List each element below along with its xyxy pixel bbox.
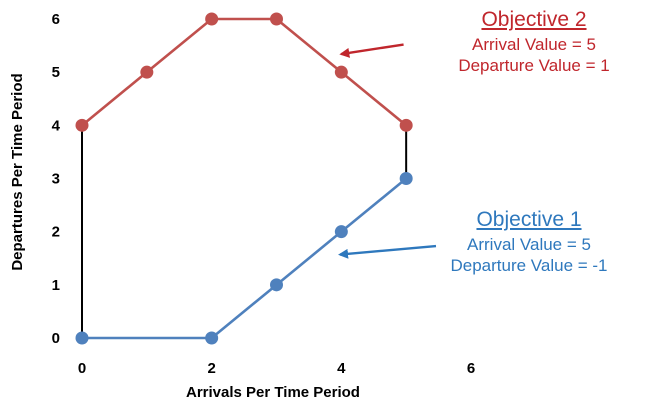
x-tick-label-2: 2 [207, 360, 215, 377]
annotation-1-arrow [339, 43, 404, 58]
axis-ticks: 0 2 4 6 0 1 2 3 4 5 6 [52, 11, 476, 377]
annotation-2-arrow [338, 244, 437, 259]
y-tick-label-0: 0 [52, 330, 60, 347]
objective-2-annotation: Objective 2 Arrival Value = 5 Departure … [400, 7, 667, 77]
x-tick-label-6: 6 [467, 360, 475, 377]
y-tick-label-6: 6 [52, 11, 60, 28]
objective-2-heading: Objective 2 [481, 8, 587, 31]
series-2-point-1 [75, 331, 89, 345]
series-2-point-5 [399, 172, 413, 185]
objective-1-annotation: Objective 1 Arrival Value = 5 Departure … [410, 207, 648, 277]
series-1-point-4 [270, 12, 283, 26]
objective-1-departure-value: Departure Value = -1 [450, 256, 608, 276]
series-1-point-3 [205, 12, 219, 26]
y-tick-label-1: 1 [52, 277, 60, 294]
series-2-line [82, 177, 407, 340]
x-tick-label-4: 4 [337, 360, 346, 377]
series-1-point-5 [334, 65, 348, 79]
x-tick-label-0: 0 [78, 360, 86, 377]
series-1-line [81, 17, 407, 127]
y-tick-label-3: 3 [52, 171, 60, 188]
series-2-point-2 [205, 331, 219, 345]
series-1-point-1 [75, 118, 89, 132]
objective-2-departure-value: Departure Value = 1 [458, 56, 610, 76]
y-axis-title: Departures Per Time Period [9, 73, 26, 270]
series-2-point-3 [270, 278, 283, 292]
y-tick-label-2: 2 [52, 224, 60, 241]
plot-area [75, 12, 437, 345]
series-2-point-4 [334, 225, 348, 239]
objective-1-arrival-value: Arrival Value = 5 [467, 234, 591, 254]
y-tick-label-4: 4 [52, 117, 61, 134]
series-1-point-6 [399, 118, 413, 132]
y-tick-label-5: 5 [52, 64, 60, 81]
x-axis-title: Arrivals Per Time Period [186, 384, 360, 401]
objective-2-arrival-value: Arrival Value = 5 [472, 34, 596, 54]
series-1-point-2 [140, 65, 154, 79]
objective-1-heading: Objective 1 [476, 208, 582, 231]
